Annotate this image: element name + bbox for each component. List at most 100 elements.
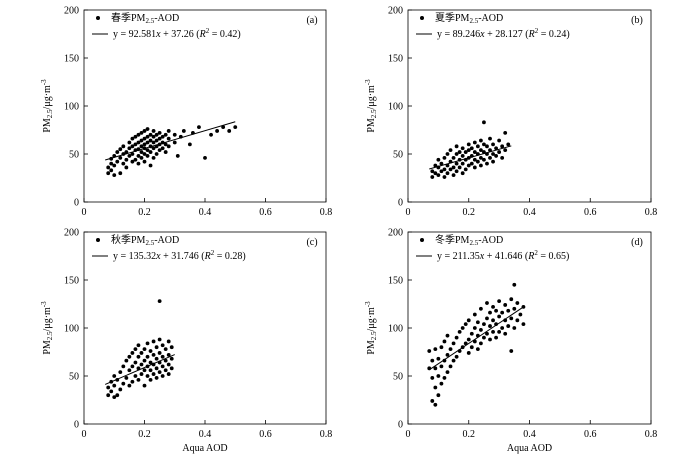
data-point (142, 159, 147, 164)
data-point (463, 150, 468, 154)
data-point (166, 362, 171, 367)
data-point (145, 341, 150, 346)
data-point (463, 341, 468, 346)
data-point (463, 322, 468, 327)
x-tick-label: 0.2 (463, 429, 476, 440)
data-point (509, 297, 514, 302)
y-tick-label: 150 (388, 54, 403, 65)
x-tick-label: 0.8 (645, 207, 658, 218)
data-point (115, 393, 120, 398)
data-point (157, 142, 162, 147)
data-point (142, 152, 147, 156)
data-point (448, 159, 453, 164)
data-point (157, 299, 162, 304)
data-point (157, 360, 162, 365)
data-point (454, 169, 459, 174)
data-point (145, 127, 150, 131)
data-point (451, 341, 456, 346)
data-point (106, 171, 111, 176)
data-point (139, 155, 144, 160)
data-point (166, 352, 171, 357)
data-point (127, 354, 132, 359)
data-point (115, 159, 120, 164)
data-point (482, 150, 486, 154)
data-point (133, 148, 138, 153)
data-point (142, 142, 147, 147)
x-tick-label: 0.8 (320, 207, 333, 218)
data-point (191, 130, 195, 135)
data-point (136, 377, 141, 382)
data-point (148, 360, 153, 365)
data-point (500, 326, 505, 330)
data-point (518, 312, 523, 317)
data-point (169, 345, 174, 350)
data-point (130, 351, 135, 355)
data-point (485, 331, 489, 336)
data-point (469, 331, 474, 336)
data-point (127, 140, 132, 145)
x-tick-label: 0.6 (584, 207, 597, 218)
y-tick-label: 100 (64, 102, 79, 113)
data-point (160, 134, 165, 139)
data-point (460, 154, 465, 158)
data-point (130, 136, 135, 141)
data-point (472, 165, 477, 170)
data-point (466, 351, 471, 355)
data-point (145, 134, 150, 139)
x-tick-label: 0.2 (138, 429, 151, 440)
data-point (503, 318, 508, 323)
chart-panel: 0 0.2 0.4 0.6 0.8 0 50 100 150 200 PM2.5/μg·m-3 Aqu… (40, 228, 332, 455)
data-point (142, 383, 147, 388)
data-point (509, 349, 514, 353)
data-point (497, 329, 502, 334)
data-point (124, 358, 129, 363)
data-point (479, 328, 483, 332)
data-point (142, 129, 147, 133)
data-point (475, 159, 480, 164)
data-point (151, 129, 156, 133)
data-point (133, 157, 138, 162)
data-point (475, 333, 480, 338)
data-point (121, 161, 126, 166)
data-point (166, 372, 171, 376)
data-point (151, 155, 156, 160)
data-point (439, 345, 444, 350)
data-point (136, 161, 141, 166)
data-point (488, 310, 492, 315)
legend-marker (420, 238, 424, 242)
data-point (148, 163, 153, 168)
data-point (488, 337, 492, 342)
data-point (136, 366, 141, 371)
data-point (133, 134, 138, 139)
chart-panel: 0 0.2 0.4 0.6 0.8 0 50 100 150 200 PM2.5/μg·m-3 春季P… (40, 6, 332, 219)
data-point (178, 134, 183, 139)
data-point (454, 152, 459, 156)
data-point (472, 339, 477, 344)
data-point (139, 138, 144, 143)
y-tick-label: 50 (393, 150, 403, 161)
data-point (430, 376, 435, 380)
x-tick-label: 0.4 (199, 429, 212, 440)
data-point (160, 140, 165, 145)
data-point (451, 358, 456, 363)
data-point (233, 125, 238, 130)
data-point (460, 146, 465, 151)
data-point (209, 132, 213, 137)
data-point (163, 142, 168, 147)
data-point (115, 150, 120, 154)
data-point (469, 345, 474, 350)
chart-panel: 0 0.2 0.4 0.6 0.8 0 50 100 150 200 PM2.5/μg·m-3 夏季P… (364, 6, 657, 219)
data-point (457, 329, 462, 334)
data-point (124, 157, 129, 162)
data-point (106, 385, 111, 390)
data-point (154, 345, 159, 350)
data-point (221, 125, 226, 130)
data-point (436, 356, 441, 361)
data-point (151, 339, 156, 344)
data-point (509, 316, 514, 321)
data-point (448, 148, 453, 153)
data-point (494, 146, 498, 151)
regression-equation: y = 135.32x + 31.746 (R2 = 0.28) (113, 249, 246, 262)
data-point (175, 154, 180, 158)
data-point (160, 354, 165, 359)
